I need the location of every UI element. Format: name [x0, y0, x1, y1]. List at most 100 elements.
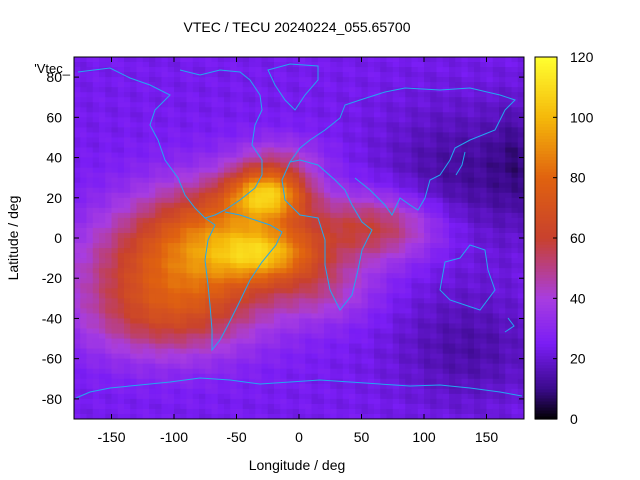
heatmap-cell — [274, 253, 281, 259]
heatmap-cell — [349, 258, 356, 264]
heatmap-cell — [136, 92, 144, 98]
heatmap-cell — [417, 383, 425, 390]
heatmap-cell — [355, 172, 363, 179]
heatmap-cell — [505, 172, 513, 179]
heatmap-cell — [374, 248, 381, 254]
heatmap-cell — [105, 303, 113, 309]
heatmap-cell — [505, 363, 513, 370]
heatmap-cell — [430, 258, 438, 264]
heatmap-cell — [86, 152, 94, 159]
heatmap-cell — [261, 348, 269, 355]
heatmap-cell — [180, 333, 188, 340]
heatmap-cell — [511, 358, 519, 365]
heatmap-cell — [349, 92, 356, 98]
heatmap-cell — [217, 348, 225, 355]
heatmap-cell — [405, 182, 413, 189]
heatmap-cell — [149, 142, 156, 149]
heatmap-cell — [349, 303, 356, 309]
heatmap-cell — [230, 288, 238, 294]
heatmap-cell — [142, 338, 150, 345]
heatmap-cell — [299, 192, 306, 199]
heatmap-cell — [111, 232, 119, 239]
heatmap-cell — [236, 72, 244, 78]
heatmap-cell — [130, 172, 138, 179]
heatmap-cell — [274, 243, 281, 249]
heatmap-cell — [411, 182, 419, 189]
heatmap-cell — [336, 187, 344, 194]
heatmap-cell — [117, 343, 125, 350]
heatmap-cell — [517, 263, 524, 269]
heatmap-cell — [417, 353, 425, 360]
heatmap-cell — [336, 293, 344, 299]
heatmap-cell — [92, 348, 100, 355]
heatmap-cell — [167, 127, 175, 134]
heatmap-cell — [324, 393, 331, 400]
heatmap-cell — [111, 273, 119, 279]
heatmap-cell — [280, 207, 288, 214]
heatmap-cell — [399, 177, 406, 184]
heatmap-cell — [111, 253, 119, 259]
heatmap-cell — [280, 278, 288, 284]
heatmap-cell — [86, 278, 94, 284]
heatmap-cell — [505, 273, 513, 279]
heatmap-cell — [467, 318, 475, 325]
heatmap-cell — [149, 92, 156, 98]
heatmap-cell — [149, 323, 156, 330]
heatmap-cell — [492, 137, 500, 144]
heatmap-cell — [136, 338, 144, 345]
heatmap-cell — [486, 308, 494, 315]
heatmap-cell — [349, 378, 356, 385]
heatmap-cell — [411, 227, 419, 234]
heatmap-cell — [467, 152, 475, 159]
heatmap-cell — [180, 222, 188, 229]
heatmap-cell — [480, 318, 488, 325]
heatmap-cell — [355, 303, 363, 309]
heatmap-cell — [299, 318, 306, 325]
heatmap-cell — [317, 388, 325, 395]
heatmap-cell — [174, 368, 181, 375]
heatmap-cell — [417, 222, 425, 229]
heatmap-cell — [242, 358, 250, 365]
heatmap-cell — [405, 77, 413, 83]
heatmap-cell — [311, 283, 319, 289]
heatmap-cell — [361, 212, 369, 219]
heatmap-cell — [274, 363, 281, 370]
heatmap-cell — [261, 248, 269, 254]
heatmap-cell — [517, 217, 524, 224]
heatmap-cell — [186, 67, 194, 73]
heatmap-cell — [505, 253, 513, 259]
heatmap-cell — [330, 283, 338, 289]
heatmap-cell — [92, 298, 100, 304]
heatmap-cell — [80, 152, 88, 159]
heatmap-cell — [424, 273, 431, 279]
heatmap-cell — [192, 253, 200, 259]
heatmap-cell — [392, 157, 400, 164]
heatmap-cell — [436, 343, 444, 350]
heatmap-cell — [105, 373, 113, 380]
heatmap-cell — [99, 348, 106, 355]
heatmap-cell — [124, 373, 131, 380]
heatmap-cell — [217, 217, 225, 224]
heatmap-cell — [92, 368, 100, 375]
heatmap-cell — [355, 323, 363, 330]
heatmap-cell — [117, 368, 125, 375]
heatmap-cell — [511, 323, 519, 330]
heatmap-cell — [436, 248, 444, 254]
heatmap-cell — [305, 318, 313, 325]
heatmap-cell — [280, 167, 288, 174]
heatmap-cell — [161, 222, 169, 229]
heatmap-cell — [149, 333, 156, 340]
heatmap-cell — [205, 333, 213, 340]
heatmap-cell — [230, 313, 238, 320]
heatmap-cell — [205, 212, 213, 219]
heatmap-cell — [355, 308, 363, 315]
heatmap-cell — [211, 142, 219, 149]
heatmap-cell — [455, 333, 463, 340]
heatmap-cell — [405, 348, 413, 355]
heatmap-cell — [386, 263, 394, 269]
heatmap-cell — [324, 177, 331, 184]
heatmap-cell — [374, 343, 381, 350]
heatmap-cell — [467, 398, 475, 405]
heatmap-cell — [261, 172, 269, 179]
heatmap-cell — [461, 77, 469, 83]
